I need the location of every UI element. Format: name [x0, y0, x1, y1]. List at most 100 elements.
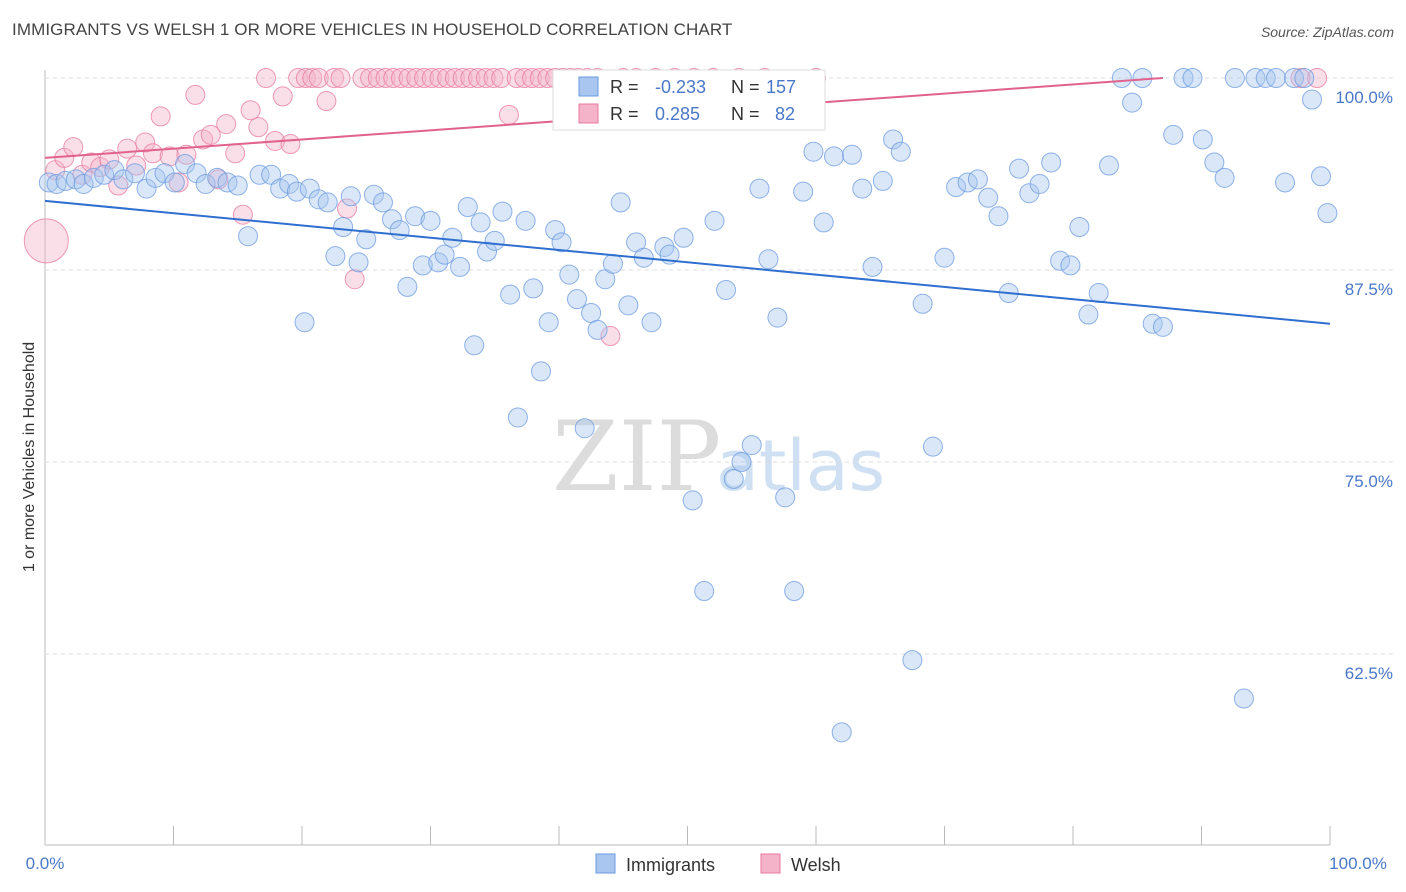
immigrants-point — [412, 255, 433, 276]
immigrants-point — [1041, 152, 1062, 173]
welsh-point — [256, 68, 277, 88]
welsh-point — [600, 326, 621, 347]
immigrants-point — [145, 167, 166, 188]
x-tick-label-min: 0.0% — [26, 854, 65, 873]
welsh-r-label: R = — [610, 104, 639, 124]
welsh-point — [491, 68, 512, 88]
immigrants-point — [381, 209, 402, 230]
immigrants-point — [279, 173, 300, 194]
welsh-point — [414, 68, 435, 88]
immigrants-point — [749, 178, 770, 199]
immigrants-swatch — [578, 76, 599, 97]
immigrants-point — [1294, 68, 1315, 88]
y-tick-label: 87.5% — [1345, 280, 1393, 299]
legend-welsh-swatch — [760, 853, 781, 874]
welsh-point — [142, 143, 163, 164]
immigrants-point — [515, 210, 536, 231]
welsh-point — [302, 68, 323, 88]
immigrants-point — [988, 206, 1009, 227]
immigrants-point — [673, 227, 694, 248]
welsh-point — [444, 68, 465, 88]
welsh-point — [506, 68, 527, 88]
immigrants-point — [434, 244, 455, 265]
immigrants-n-value: 157 — [766, 77, 796, 97]
immigrants-point — [902, 650, 923, 671]
immigrants-points — [38, 68, 1338, 743]
welsh-point — [498, 104, 519, 125]
welsh-point — [437, 68, 458, 88]
immigrants-point — [775, 487, 796, 508]
immigrants-point — [1060, 255, 1081, 276]
immigrants-point — [758, 249, 779, 270]
immigrants-point — [741, 435, 762, 456]
immigrants-point — [862, 256, 883, 277]
gridlines — [45, 77, 1395, 655]
immigrants-point — [124, 163, 145, 184]
welsh-point — [272, 86, 293, 107]
immigrants-point — [420, 210, 441, 231]
immigrants-point — [784, 581, 805, 602]
immigrants-point — [294, 312, 315, 333]
immigrants-point — [464, 335, 485, 356]
immigrants-point — [793, 181, 814, 202]
welsh-r-value: 0.285 — [655, 104, 700, 124]
bottom-legend: Immigrants Welsh — [595, 853, 841, 875]
legend-immigrants-label: Immigrants — [626, 855, 715, 875]
immigrants-point — [922, 436, 943, 457]
immigrants-point — [1163, 124, 1184, 145]
y-tick-label: 100.0% — [1335, 88, 1393, 107]
immigrants-point — [602, 253, 623, 274]
y-tick-label: 62.5% — [1345, 664, 1393, 683]
welsh-point — [63, 137, 84, 158]
immigrants-point — [507, 407, 528, 428]
welsh-point — [23, 218, 69, 264]
immigrants-point — [551, 232, 572, 253]
immigrants-point — [1182, 68, 1203, 88]
x-tick-label-max: 100.0% — [1329, 854, 1387, 873]
immigrants-point — [372, 192, 393, 213]
welsh-point — [248, 117, 269, 138]
immigrants-point — [587, 319, 608, 340]
welsh-point — [344, 269, 365, 290]
immigrants-point — [531, 361, 552, 382]
immigrants-r-value: -0.233 — [655, 77, 706, 97]
immigrants-point — [1078, 304, 1099, 325]
immigrants-point — [1302, 89, 1323, 110]
welsh-point — [522, 68, 543, 88]
immigrants-point — [978, 187, 999, 208]
welsh-point — [452, 68, 473, 88]
immigrants-point — [704, 210, 725, 231]
immigrants-point — [477, 241, 498, 262]
welsh-point — [421, 68, 442, 88]
immigrants-point — [500, 284, 521, 305]
immigrants-point — [317, 192, 338, 213]
welsh-point — [316, 91, 337, 112]
immigrants-point — [1284, 68, 1305, 88]
immigrants-point — [249, 164, 270, 185]
welsh-point — [367, 68, 388, 88]
immigrants-point — [883, 129, 904, 150]
welsh-point — [240, 100, 261, 121]
immigrants-point — [470, 212, 491, 233]
immigrants-point — [492, 201, 513, 222]
welsh-point — [324, 68, 345, 88]
immigrants-point — [682, 490, 703, 511]
immigrants-point — [227, 175, 248, 196]
immigrants-point — [852, 178, 873, 199]
welsh-point — [280, 134, 301, 155]
immigrants-point — [450, 256, 471, 277]
welsh-point — [150, 106, 171, 127]
immigrants-point — [1214, 167, 1235, 188]
immigrants-point — [38, 172, 59, 193]
immigrants-point — [348, 252, 369, 273]
immigrants-point — [1098, 155, 1119, 176]
immigrants-point — [94, 164, 115, 185]
welsh-point — [475, 68, 496, 88]
immigrants-point — [195, 173, 216, 194]
immigrants-point — [1266, 68, 1287, 88]
immigrants-point — [803, 141, 824, 162]
y-tick-label: 75.0% — [1345, 472, 1393, 491]
immigrants-point — [1088, 283, 1109, 304]
immigrants-point — [1173, 68, 1194, 88]
immigrants-point — [872, 170, 893, 191]
